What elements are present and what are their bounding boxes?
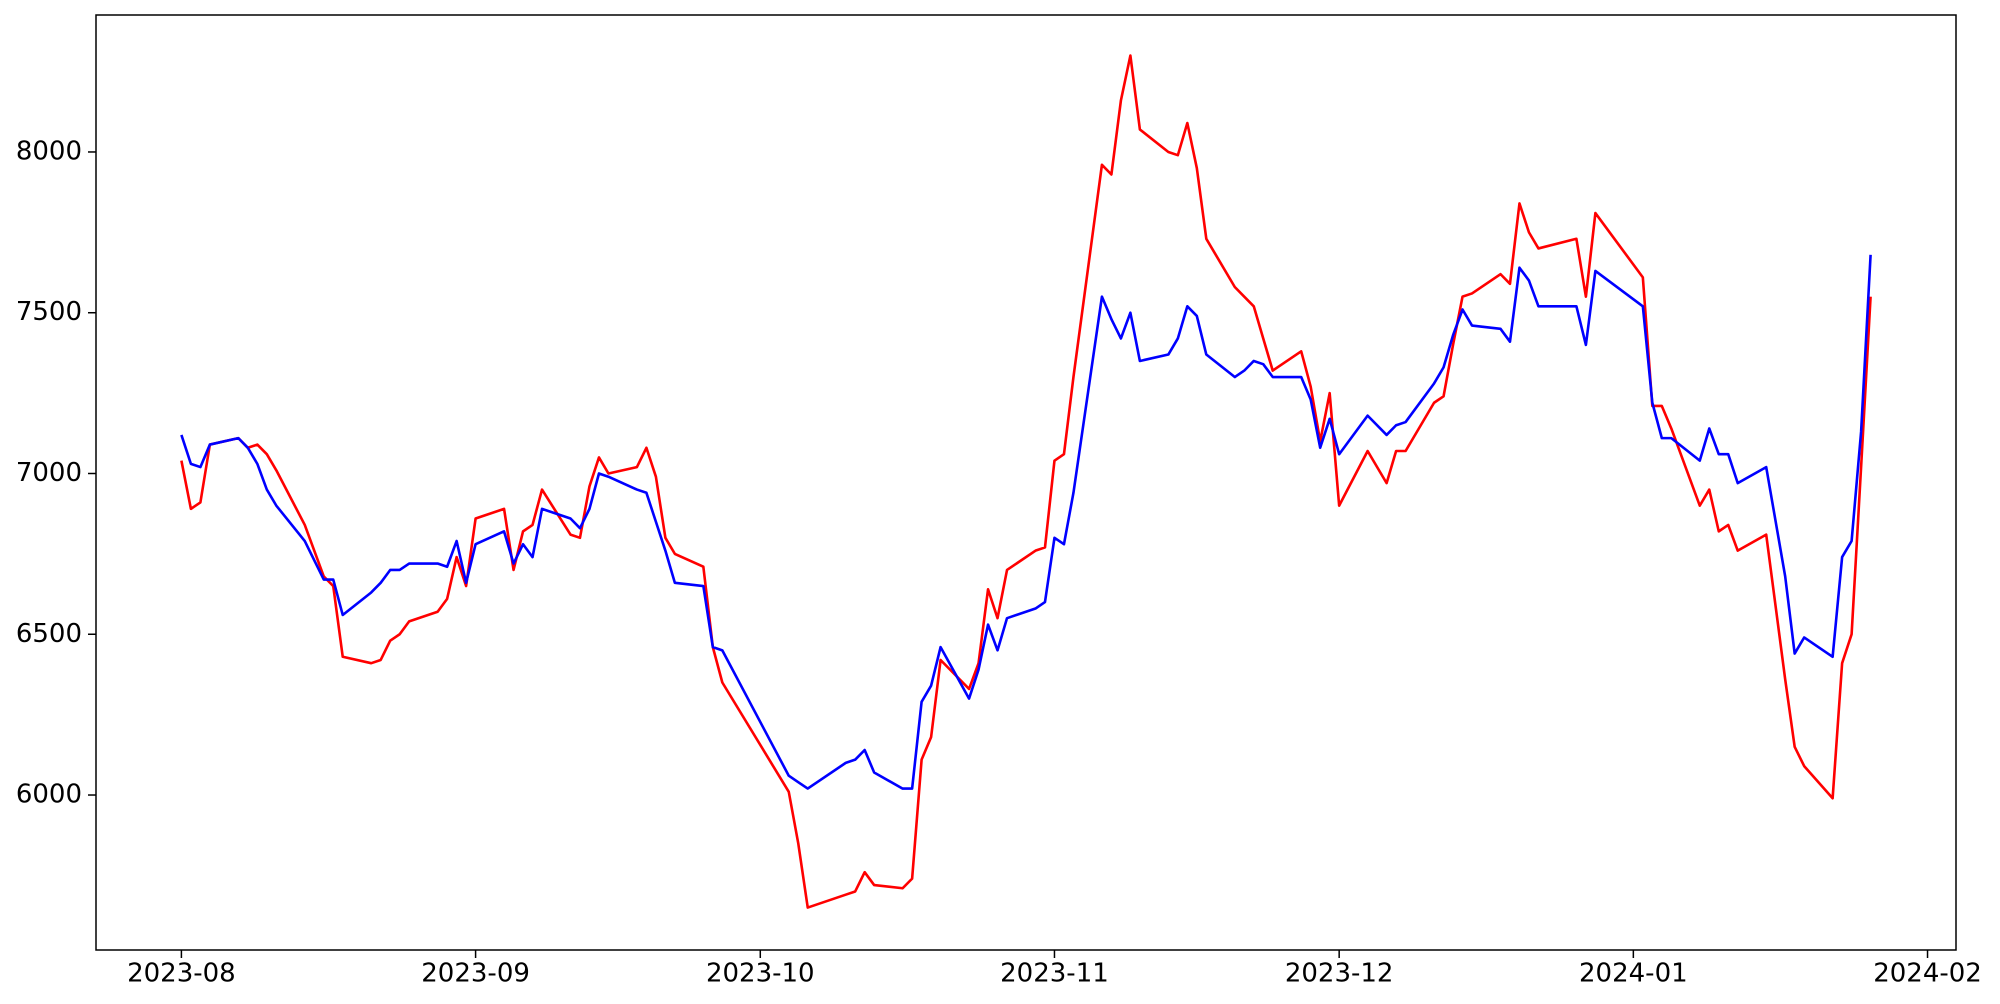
series-line [180,54,1872,909]
y-tick-label: 8000 [16,136,82,166]
x-tick-label: 2023-08 [127,959,236,989]
x-tick-label: 2023-09 [421,959,530,989]
y-tick-label: 7500 [16,297,82,327]
series-line [180,254,1872,790]
plot-frame [95,14,1957,951]
y-tick-label: 7000 [16,458,82,488]
x-tick-label: 2023-12 [1285,959,1394,989]
x-tick-label: 2024-01 [1579,959,1688,989]
x-tick-label: 2023-10 [706,959,815,989]
x-tick-label: 2023-11 [1000,959,1109,989]
y-tick-label: 6000 [16,780,82,810]
y-tick-label: 6500 [16,619,82,649]
x-tick-label: 2024-02 [1873,959,1982,989]
